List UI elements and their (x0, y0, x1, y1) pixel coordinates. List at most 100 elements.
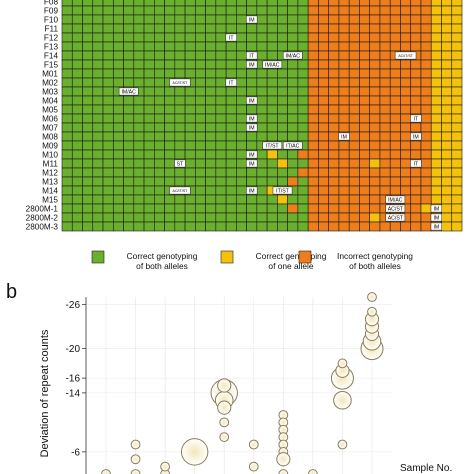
grid-cell (61, 32, 73, 43)
grid-cell (195, 149, 206, 160)
grid-cell (205, 167, 217, 178)
annotation-box (246, 150, 258, 159)
grid-cell (369, 185, 381, 196)
grid-cell (389, 32, 401, 43)
grid-cell (338, 23, 350, 34)
annotation-box (272, 186, 293, 195)
grid-cell (369, 140, 381, 151)
grid-cell (82, 167, 94, 178)
grid-cell (451, 221, 463, 232)
grid-cell (338, 77, 350, 88)
grid-cell (164, 131, 176, 142)
grid-cell (359, 5, 370, 16)
grid-cell (400, 185, 412, 196)
grid-cell (348, 212, 360, 223)
grid-cell (102, 167, 114, 178)
grid-cell (410, 221, 422, 232)
grid-cell (420, 86, 432, 97)
grid-cell (164, 68, 176, 79)
grid-cell (143, 77, 155, 88)
grid-cell (195, 77, 206, 88)
data-point (248, 439, 259, 450)
data-point (337, 358, 348, 369)
grid-cell (359, 176, 370, 187)
grid-cell (225, 149, 237, 160)
grid-cell (174, 95, 186, 106)
grid-cell (143, 212, 155, 223)
grid-cell (348, 41, 360, 52)
grid-cell (338, 122, 350, 133)
grid-cell (184, 203, 196, 214)
grid-cell (61, 59, 73, 70)
grid-cell (195, 14, 206, 25)
grid-cell (348, 0, 360, 7)
grid-cell (143, 131, 155, 142)
grid-cell (71, 0, 83, 7)
grid-cell (379, 185, 391, 196)
grid-cell (61, 212, 73, 223)
grid-cell (205, 212, 217, 223)
row-label: M07 (42, 123, 58, 132)
grid-cell (82, 0, 94, 7)
grid-cell (82, 185, 94, 196)
data-point (278, 469, 289, 474)
grid-cell (102, 104, 114, 115)
grid-cell (430, 194, 442, 205)
grid-cell (133, 212, 145, 223)
grid-cell (297, 167, 309, 178)
annotation-box (282, 51, 303, 60)
grid-cell (369, 5, 381, 16)
grid-cell (441, 140, 453, 151)
grid-cell (287, 221, 299, 232)
grid-cell (246, 23, 258, 34)
grid-cell (348, 203, 360, 214)
grid-cell (112, 140, 124, 151)
grid-cell (441, 86, 453, 97)
grid-cell (225, 203, 237, 214)
grid-cell (112, 68, 124, 79)
grid-cell (430, 86, 442, 97)
grid-cell (307, 149, 319, 160)
grid-cell (61, 113, 73, 124)
grid-cell (451, 77, 463, 88)
grid-cell (277, 203, 288, 214)
grid-cell (92, 86, 104, 97)
grid-cell (215, 86, 227, 97)
grid-cell (195, 194, 206, 205)
grid-cell (348, 5, 360, 16)
grid-cell (430, 176, 442, 187)
grid-cell (441, 59, 453, 70)
grid-cell (195, 41, 206, 52)
grid-cell (205, 140, 217, 151)
grid-cell (174, 212, 186, 223)
grid-cell (71, 140, 83, 151)
grid-cell (451, 176, 463, 187)
grid-cell (143, 59, 155, 70)
grid-cell (400, 221, 412, 232)
grid-cell (379, 104, 391, 115)
grid-cell (277, 131, 288, 142)
annotation-label: IT (414, 161, 419, 167)
grid-cell (133, 77, 145, 88)
grid-cell (154, 77, 165, 88)
grid-cell (389, 140, 401, 151)
grid-cell (123, 158, 135, 169)
grid-cell (61, 41, 73, 52)
grid-cell (307, 104, 319, 115)
grid-cell (287, 32, 299, 43)
grid-cell (174, 50, 186, 61)
grid-cell (328, 212, 340, 223)
grid-cell (277, 5, 288, 16)
grid-cell (215, 23, 227, 34)
grid-cell (82, 77, 94, 88)
annotation-label: IT/AC (286, 143, 300, 149)
grid-cell (102, 212, 114, 223)
grid-cell (277, 221, 288, 232)
annotation-label: IT (414, 116, 419, 122)
grid-cell (143, 95, 155, 106)
grid-cell (348, 14, 360, 25)
grid-cell (307, 113, 319, 124)
grid-cell (451, 104, 463, 115)
grid-cell (318, 32, 329, 43)
